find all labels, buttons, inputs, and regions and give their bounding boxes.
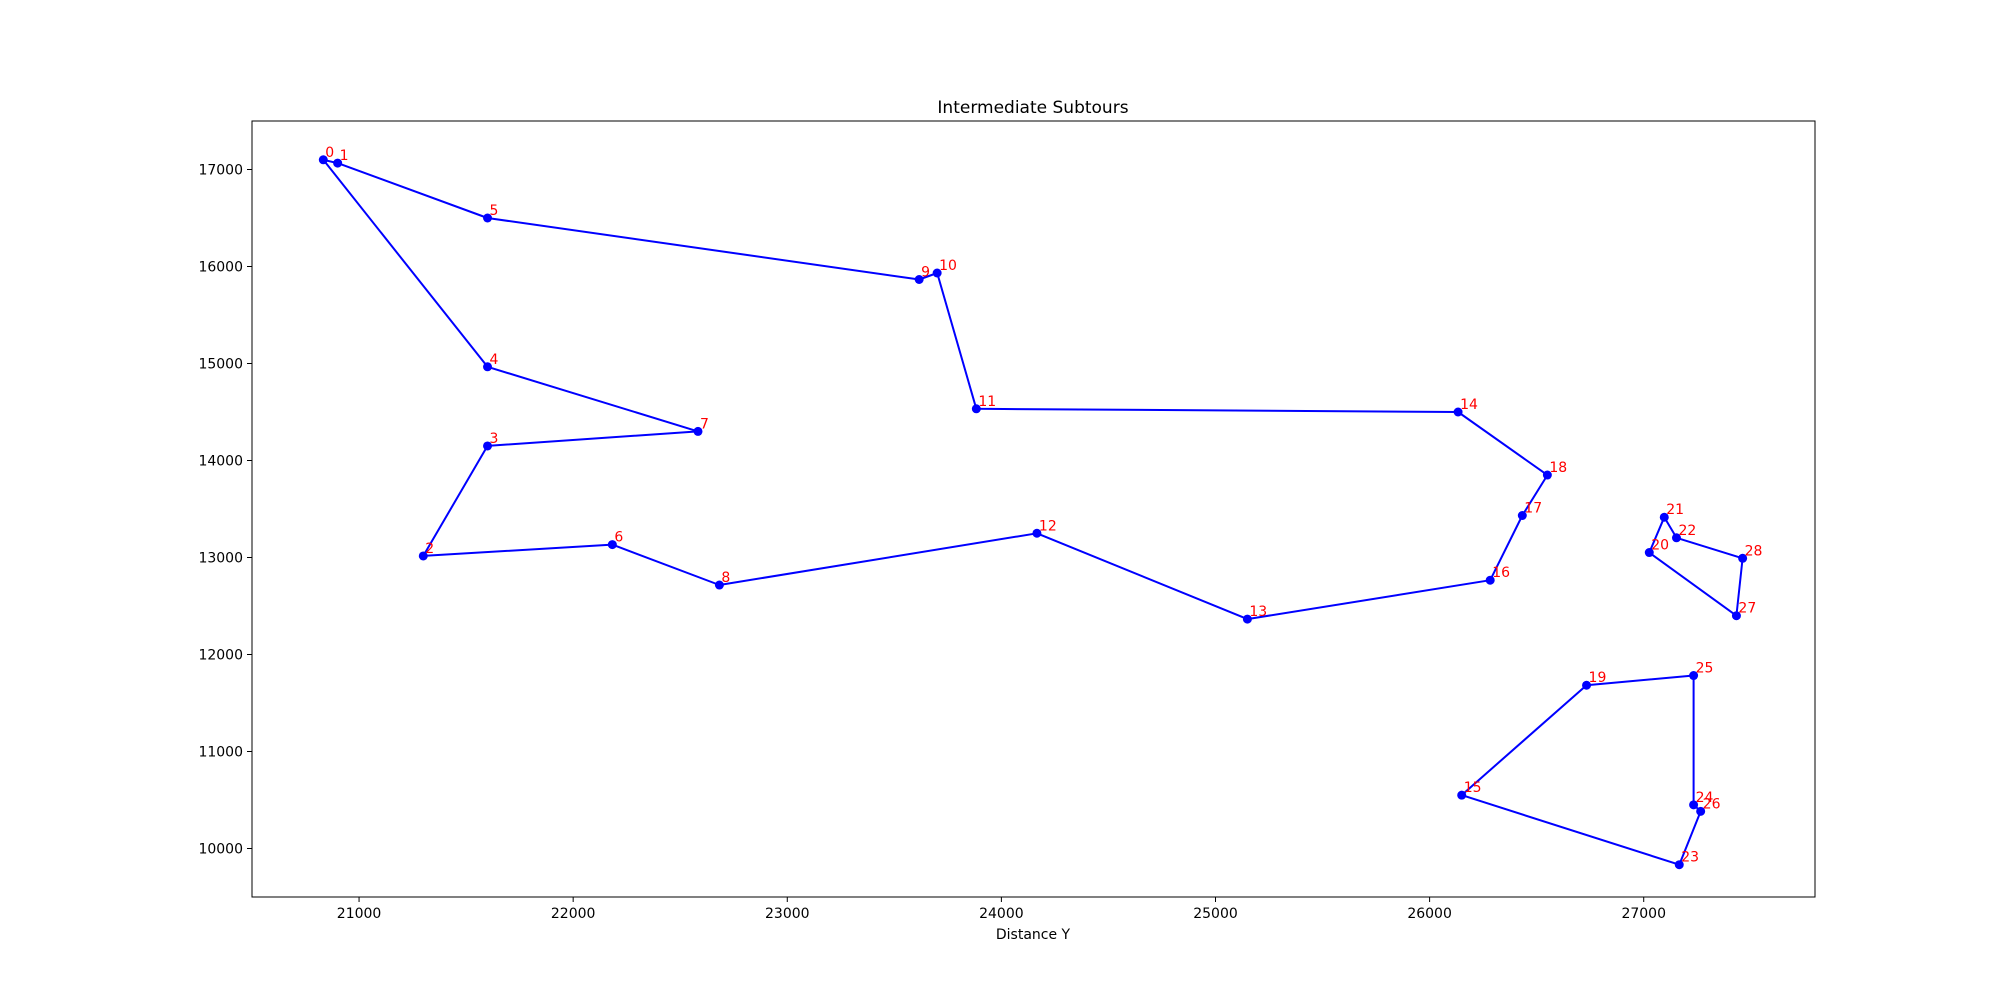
y-tick-label: 17000 <box>198 163 243 179</box>
x-axis-label: Distance Y <box>996 927 1071 943</box>
city-point-6 <box>607 540 617 550</box>
y-tick-label: 15000 <box>198 357 243 373</box>
city-point-27 <box>1731 611 1741 621</box>
city-label-25: 25 <box>1696 661 1714 677</box>
city-point-1 <box>333 158 343 168</box>
city-label-3: 3 <box>490 431 499 447</box>
city-point-16 <box>1485 575 1495 585</box>
city-point-22 <box>1671 533 1681 543</box>
city-point-24 <box>1689 800 1699 810</box>
city-point-23 <box>1674 860 1684 870</box>
city-point-13 <box>1242 614 1252 624</box>
city-point-11 <box>971 404 981 414</box>
y-tick-label: 10000 <box>198 842 243 858</box>
city-label-10: 10 <box>939 258 957 274</box>
city-label-20: 20 <box>1651 538 1669 554</box>
city-label-28: 28 <box>1745 543 1763 559</box>
city-point-26 <box>1696 806 1706 816</box>
city-label-1: 1 <box>340 148 349 164</box>
city-label-5: 5 <box>490 203 499 219</box>
city-label-7: 7 <box>700 416 709 432</box>
city-point-5 <box>483 213 493 223</box>
city-point-17 <box>1517 510 1527 520</box>
x-tick-label: 23000 <box>765 906 810 922</box>
city-label-11: 11 <box>978 394 996 410</box>
city-point-2 <box>418 551 428 561</box>
city-label-2: 2 <box>425 541 434 557</box>
axes-frame <box>251 120 1816 898</box>
city-point-7 <box>693 426 703 436</box>
city-label-13: 13 <box>1249 604 1267 620</box>
city-point-8 <box>714 580 724 590</box>
y-tick-label: 11000 <box>198 745 243 761</box>
x-tick-label: 26000 <box>1407 906 1452 922</box>
city-label-17: 17 <box>1524 500 1542 516</box>
y-tick-label: 12000 <box>198 648 243 664</box>
city-point-9 <box>914 274 924 284</box>
city-label-15: 15 <box>1464 780 1482 796</box>
city-point-20 <box>1644 548 1654 558</box>
subtour-line-1 <box>1648 516 1744 617</box>
city-label-27: 27 <box>1738 601 1756 617</box>
city-label-21: 21 <box>1666 502 1684 518</box>
city-point-15 <box>1457 790 1467 800</box>
city-label-19: 19 <box>1589 670 1607 686</box>
city-label-9: 9 <box>921 264 930 280</box>
city-point-18 <box>1542 470 1552 480</box>
city-label-0: 0 <box>325 145 334 161</box>
x-tick-label: 24000 <box>979 906 1024 922</box>
y-tick-label: 16000 <box>198 260 243 276</box>
city-label-12: 12 <box>1039 518 1057 534</box>
city-label-23: 23 <box>1681 850 1699 866</box>
city-label-8: 8 <box>721 570 730 586</box>
city-label-26: 26 <box>1703 796 1721 812</box>
city-label-6: 6 <box>614 530 623 546</box>
city-point-14 <box>1453 407 1463 417</box>
x-tick-label: 25000 <box>1193 906 1238 922</box>
city-point-3 <box>483 441 493 451</box>
x-tick-label: 21000 <box>337 906 382 922</box>
x-axis: 21000 22000 23000 24000 25000 26000 27000 <box>337 897 1666 922</box>
city-label-14: 14 <box>1460 397 1478 413</box>
city-point-10 <box>932 268 942 278</box>
city-label-18: 18 <box>1549 460 1567 476</box>
city-point-25 <box>1689 671 1699 681</box>
city-label-22: 22 <box>1678 523 1696 539</box>
chart-title: Intermediate Subtours <box>937 98 1128 118</box>
city-label-4: 4 <box>490 352 499 368</box>
city-label-24: 24 <box>1696 790 1714 806</box>
y-axis: 10000 11000 12000 13000 14000 15000 16000 17000 <box>198 163 252 858</box>
y-tick-label: 14000 <box>198 454 243 470</box>
city-point-4 <box>483 362 493 372</box>
city-point-0 <box>318 155 328 165</box>
city-point-12 <box>1032 528 1042 538</box>
city-label-16: 16 <box>1492 565 1510 581</box>
y-tick-label: 13000 <box>198 551 243 567</box>
city-point-28 <box>1738 553 1748 563</box>
city-point-21 <box>1659 512 1669 522</box>
city-point-19 <box>1582 680 1592 690</box>
x-tick-label: 22000 <box>551 906 596 922</box>
x-tick-label: 27000 <box>1621 906 1666 922</box>
